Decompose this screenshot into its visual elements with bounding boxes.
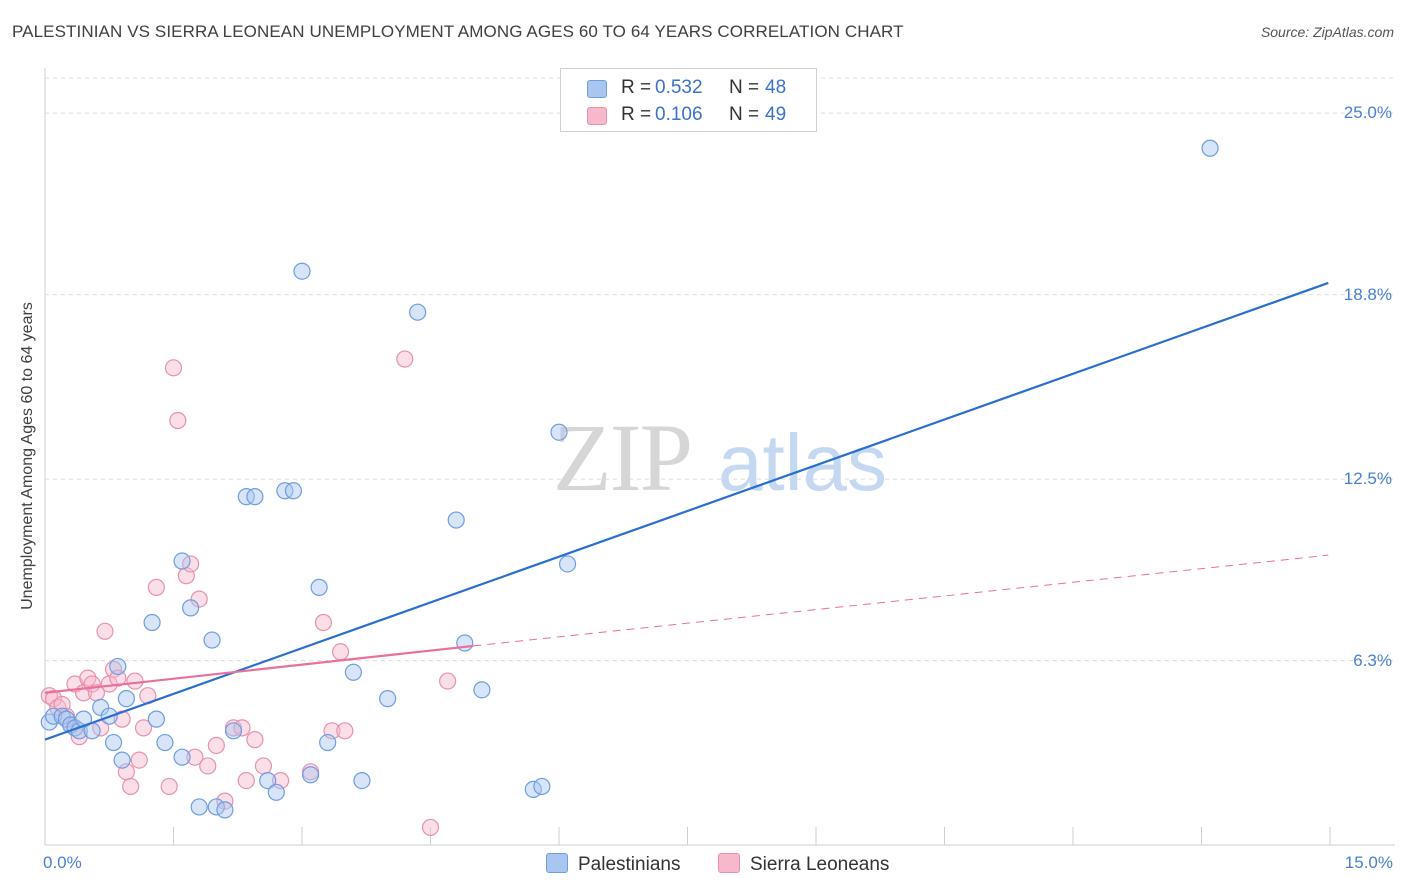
palestinian-point: [147, 710, 165, 728]
palestinian-point: [319, 733, 337, 752]
palestinian-point: [284, 482, 303, 500]
legend-swatch-pink: [587, 107, 607, 125]
legend-n-value: 49: [765, 104, 787, 125]
sierra-leoneans-trend-line: [44, 644, 474, 694]
legend-r-value: 0.532: [655, 77, 703, 98]
palestinian-point: [301, 766, 320, 784]
palestinian-point: [447, 511, 465, 529]
x-tick-min: 0.0%: [43, 853, 82, 872]
watermark-zip: ZIP: [553, 404, 691, 511]
sierra-leonean-point: [421, 818, 440, 837]
sierra-leonean-point: [190, 590, 208, 608]
legend-swatch-blue: [587, 80, 607, 98]
x-tick-max: 15.0%: [1344, 853, 1393, 872]
y-tick-label: 6.3%: [1353, 650, 1392, 670]
palestinian-point: [143, 613, 161, 632]
palestinian-point: [267, 783, 285, 801]
legend-r-label: R =: [621, 104, 652, 125]
sierra-leonean-point: [246, 731, 264, 749]
bottom-legend-swatch-blue: [546, 853, 568, 873]
palestinian-point: [109, 657, 127, 676]
legend-n-value: 48: [765, 77, 787, 98]
watermark-atlas: atlas: [718, 418, 887, 507]
palestinian-point: [379, 690, 397, 708]
legend-r-value: 0.106: [655, 104, 703, 125]
legend-r-label: R =: [621, 77, 652, 98]
legend-n-label: N =: [729, 104, 760, 125]
palestinian-point: [558, 555, 577, 573]
sierra-leonean-point: [126, 672, 144, 690]
palestinian-point: [259, 771, 277, 790]
palestinian-point: [173, 552, 191, 570]
sierra-leonean-point: [186, 748, 204, 766]
sierra-leonean-point: [331, 643, 350, 661]
bottom-legend-sierra-leoneans: Sierra Leoneans: [718, 853, 889, 876]
sierra-leonean-point: [314, 613, 333, 632]
palestinian-point: [92, 698, 110, 717]
trend-lines: [44, 281, 1329, 741]
sierra-leonean-point: [207, 736, 225, 755]
palestinian-point: [182, 599, 200, 617]
palestinian-point: [1201, 139, 1219, 157]
palestinian-point: [246, 488, 264, 506]
sierra-leonean-point: [109, 669, 127, 687]
sierra-leonean-point: [396, 350, 414, 368]
sierra-leonean-point: [254, 757, 273, 775]
series-palestinians-points: [40, 139, 1219, 819]
bottom-legend-label: Sierra Leoneans: [750, 854, 890, 875]
legend: R = 0.532 N = 48 R = 0.106 N = 49: [560, 68, 817, 132]
palestinian-point: [113, 751, 131, 769]
palestinians-trend-line: [44, 281, 1329, 741]
palestinian-point: [353, 771, 371, 790]
palestinian-point: [216, 801, 234, 819]
y-tick-label: 25.0%: [1343, 103, 1392, 123]
bottom-legend-palestinians: Palestinians: [546, 853, 680, 876]
palestinian-point: [104, 733, 123, 752]
sierra-leonean-point: [199, 757, 217, 775]
chart-title: PALESTINIAN VS SIERRA LEONEAN UNEMPLOYME…: [12, 22, 904, 41]
legend-n-label: N =: [729, 77, 760, 98]
palestinian-point: [224, 722, 243, 740]
sierra-leoneans-trend-extension: [473, 554, 1329, 647]
bottom-legend-label: Palestinians: [578, 854, 681, 875]
y-tick-label: 18.8%: [1343, 284, 1392, 304]
palestinian-point: [344, 663, 362, 681]
palestinian-point: [473, 681, 491, 699]
sierra-leonean-point: [134, 719, 153, 737]
sierra-leonean-point: [164, 359, 183, 377]
palestinian-point: [533, 777, 551, 796]
sierra-leonean-point: [216, 792, 234, 810]
source-label: Source: ZipAtlas.com: [1260, 24, 1394, 40]
bottom-legend-swatch-pink: [718, 853, 740, 873]
series-sierra-leoneans-points: [40, 350, 457, 837]
gridlines: [45, 77, 1395, 662]
palestinian-point: [190, 798, 208, 816]
palestinian-point: [74, 710, 93, 728]
palestinian-point: [550, 423, 568, 441]
palestinian-point: [173, 748, 191, 766]
palestinian-point: [409, 303, 427, 321]
palestinian-point: [117, 690, 135, 708]
palestinian-point: [310, 578, 328, 596]
sierra-leonean-point: [44, 690, 63, 708]
palestinian-point: [156, 733, 174, 752]
sierra-leonean-point: [169, 411, 187, 430]
sierra-leonean-point: [96, 622, 114, 640]
sierra-leonean-point: [147, 578, 165, 596]
sierra-leonean-point: [160, 777, 178, 796]
y-tick-label: 12.5%: [1343, 469, 1392, 489]
sierra-leonean-point: [122, 777, 140, 796]
sierra-leonean-point: [336, 722, 354, 740]
palestinian-point: [456, 634, 474, 652]
palestinian-point: [293, 262, 311, 280]
palestinian-point: [203, 631, 221, 649]
sierra-leonean-point: [130, 751, 148, 769]
sierra-leonean-point: [237, 771, 255, 790]
sierra-leonean-point: [439, 672, 457, 690]
